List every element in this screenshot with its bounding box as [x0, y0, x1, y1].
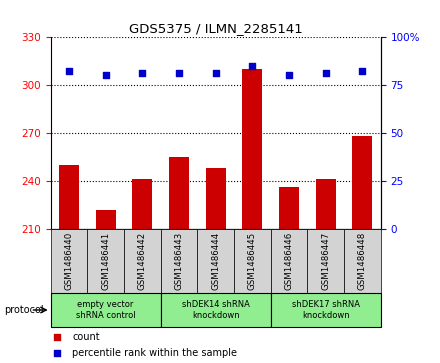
Bar — [51, 229, 87, 293]
Text: count: count — [72, 332, 100, 342]
Text: GSM1486446: GSM1486446 — [284, 232, 293, 290]
Point — [322, 70, 329, 76]
Bar — [271, 293, 381, 327]
Point — [212, 70, 219, 76]
Bar — [352, 136, 372, 229]
Bar — [51, 293, 161, 327]
Bar — [234, 229, 271, 293]
Bar — [169, 157, 189, 229]
Bar — [315, 179, 336, 229]
Point — [66, 68, 73, 74]
Text: shDEK14 shRNA
knockdown: shDEK14 shRNA knockdown — [182, 300, 249, 320]
Text: GSM1486448: GSM1486448 — [358, 232, 367, 290]
Bar — [59, 165, 79, 229]
Point — [359, 68, 366, 74]
Text: protocol: protocol — [4, 305, 44, 315]
Text: GSM1486444: GSM1486444 — [211, 232, 220, 290]
Text: GSM1486440: GSM1486440 — [64, 232, 73, 290]
Bar — [271, 229, 307, 293]
Bar — [132, 179, 152, 229]
Point — [102, 72, 109, 78]
Point — [139, 70, 146, 76]
Text: GSM1486441: GSM1486441 — [101, 232, 110, 290]
Text: GSM1486442: GSM1486442 — [138, 232, 147, 290]
Text: empty vector
shRNA control: empty vector shRNA control — [76, 300, 136, 320]
Point — [54, 350, 61, 356]
Bar — [279, 187, 299, 229]
Text: GSM1486447: GSM1486447 — [321, 232, 330, 290]
Text: GSM1486445: GSM1486445 — [248, 232, 257, 290]
Point — [54, 334, 61, 340]
Bar — [87, 229, 124, 293]
Point — [286, 72, 293, 78]
Bar — [161, 293, 271, 327]
Title: GDS5375 / ILMN_2285141: GDS5375 / ILMN_2285141 — [129, 23, 302, 36]
Text: shDEK17 shRNA
knockdown: shDEK17 shRNA knockdown — [292, 300, 359, 320]
Bar — [95, 210, 116, 229]
Bar — [205, 168, 226, 229]
Bar — [307, 229, 344, 293]
Bar — [161, 229, 197, 293]
Bar — [124, 229, 161, 293]
Bar — [242, 69, 262, 229]
Text: percentile rank within the sample: percentile rank within the sample — [72, 348, 237, 358]
Point — [249, 62, 256, 68]
Bar — [344, 229, 381, 293]
Bar — [197, 229, 234, 293]
Point — [176, 70, 183, 76]
Text: GSM1486443: GSM1486443 — [174, 232, 183, 290]
